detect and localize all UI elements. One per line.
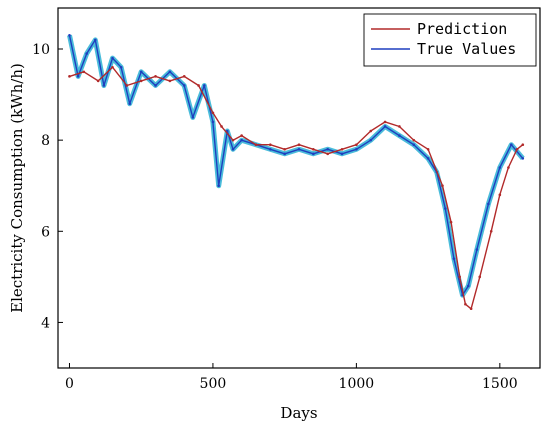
data-point-true-values [487, 202, 490, 206]
data-point-true-values [466, 284, 470, 288]
data-point-true-values [102, 84, 106, 87]
data-point-true-values [475, 248, 479, 251]
data-point-prediction [111, 65, 114, 69]
data-point-prediction [82, 70, 86, 74]
data-point-prediction [68, 75, 71, 78]
legend: Prediction True Values [363, 13, 537, 67]
data-point-prediction [197, 84, 200, 87]
x-tick-label: 1500 [482, 376, 518, 392]
data-point-prediction [355, 143, 358, 147]
data-point-prediction [412, 138, 416, 142]
legend-label-true-values: True Values [417, 40, 516, 58]
data-point-true-values [93, 38, 97, 42]
data-point-true-values [283, 152, 286, 156]
data-point-true-values [139, 70, 143, 74]
data-point-prediction [283, 147, 286, 151]
data-point-true-values [111, 56, 114, 60]
data-point-prediction [139, 79, 143, 83]
data-point-true-values [340, 152, 344, 156]
data-point-prediction [326, 152, 329, 156]
y-tick-label: 6 [41, 224, 50, 240]
data-point-true-values [231, 147, 235, 151]
data-point-true-values [383, 125, 387, 128]
data-point-prediction [125, 84, 129, 87]
data-point-prediction [254, 143, 258, 147]
data-point-prediction [489, 229, 493, 233]
series-line-true-values [68, 35, 524, 296]
data-point-prediction [469, 307, 473, 311]
data-point-prediction [182, 75, 186, 78]
data-point-true-values [168, 70, 172, 74]
data-point-prediction [340, 147, 344, 151]
series-layer [67, 34, 525, 311]
data-point-prediction [398, 125, 401, 128]
data-point-prediction [507, 166, 510, 169]
data-point-prediction [449, 220, 453, 224]
data-point-prediction [269, 143, 272, 147]
data-point-prediction [168, 79, 172, 83]
data-point-true-values [426, 157, 430, 160]
tick-layer: 0 500 1000 1500 4 6 8 10 [32, 42, 517, 392]
data-point-true-values [510, 143, 513, 147]
data-point-prediction [464, 302, 467, 306]
data-point-prediction [383, 120, 387, 124]
data-point-true-values [240, 138, 243, 142]
data-point-true-values [398, 134, 401, 137]
data-point-prediction [441, 184, 444, 188]
y-axis-label: Electricity Consumption (kWh/h) [8, 63, 26, 313]
y-tick-label: 4 [41, 315, 50, 331]
data-point-true-values [269, 147, 272, 151]
data-point-true-values [312, 152, 315, 156]
x-axis-label: Days [280, 404, 317, 422]
data-point-prediction [521, 143, 525, 147]
x-tick-label: 500 [200, 376, 227, 392]
data-point-true-values [217, 184, 220, 188]
data-point-prediction [458, 275, 461, 279]
y-tick-label: 8 [41, 133, 50, 149]
data-point-true-values [203, 84, 206, 87]
legend-box [363, 13, 537, 67]
data-point-true-values [191, 116, 195, 119]
data-point-prediction [498, 193, 502, 197]
data-point-prediction [211, 111, 215, 115]
data-point-true-values [412, 143, 416, 147]
data-point-true-values [498, 166, 502, 169]
data-point-prediction [154, 75, 157, 78]
legend-label-prediction: Prediction [417, 20, 507, 38]
data-point-true-values [297, 147, 301, 151]
data-point-true-values [68, 34, 71, 37]
data-point-prediction [426, 147, 430, 151]
data-point-true-values [128, 102, 132, 105]
x-tick-label: 1000 [339, 376, 375, 392]
data-point-prediction [312, 147, 315, 151]
data-point-prediction [231, 138, 235, 142]
data-point-prediction [240, 134, 243, 137]
plot-background [58, 8, 540, 368]
data-point-prediction [369, 129, 373, 133]
data-point-true-values [444, 207, 447, 210]
data-point-prediction [515, 147, 519, 151]
y-tick-label: 10 [32, 42, 50, 58]
data-point-true-values [369, 138, 373, 142]
data-point-prediction [96, 79, 100, 83]
plot-frame [57, 7, 541, 369]
data-point-true-values [521, 157, 525, 160]
data-point-true-values [211, 120, 215, 124]
data-point-prediction [297, 143, 301, 147]
data-point-true-values [452, 257, 456, 260]
x-tick-label: 0 [65, 376, 74, 392]
data-point-prediction [478, 275, 482, 279]
data-point-true-values [154, 84, 157, 87]
data-point-true-values [85, 52, 88, 55]
data-point-prediction [220, 125, 223, 128]
data-point-true-values [326, 147, 329, 151]
data-point-true-values [119, 65, 123, 69]
data-point-true-values [182, 84, 186, 87]
data-point-true-values [76, 75, 80, 78]
data-point-true-values [355, 147, 358, 151]
